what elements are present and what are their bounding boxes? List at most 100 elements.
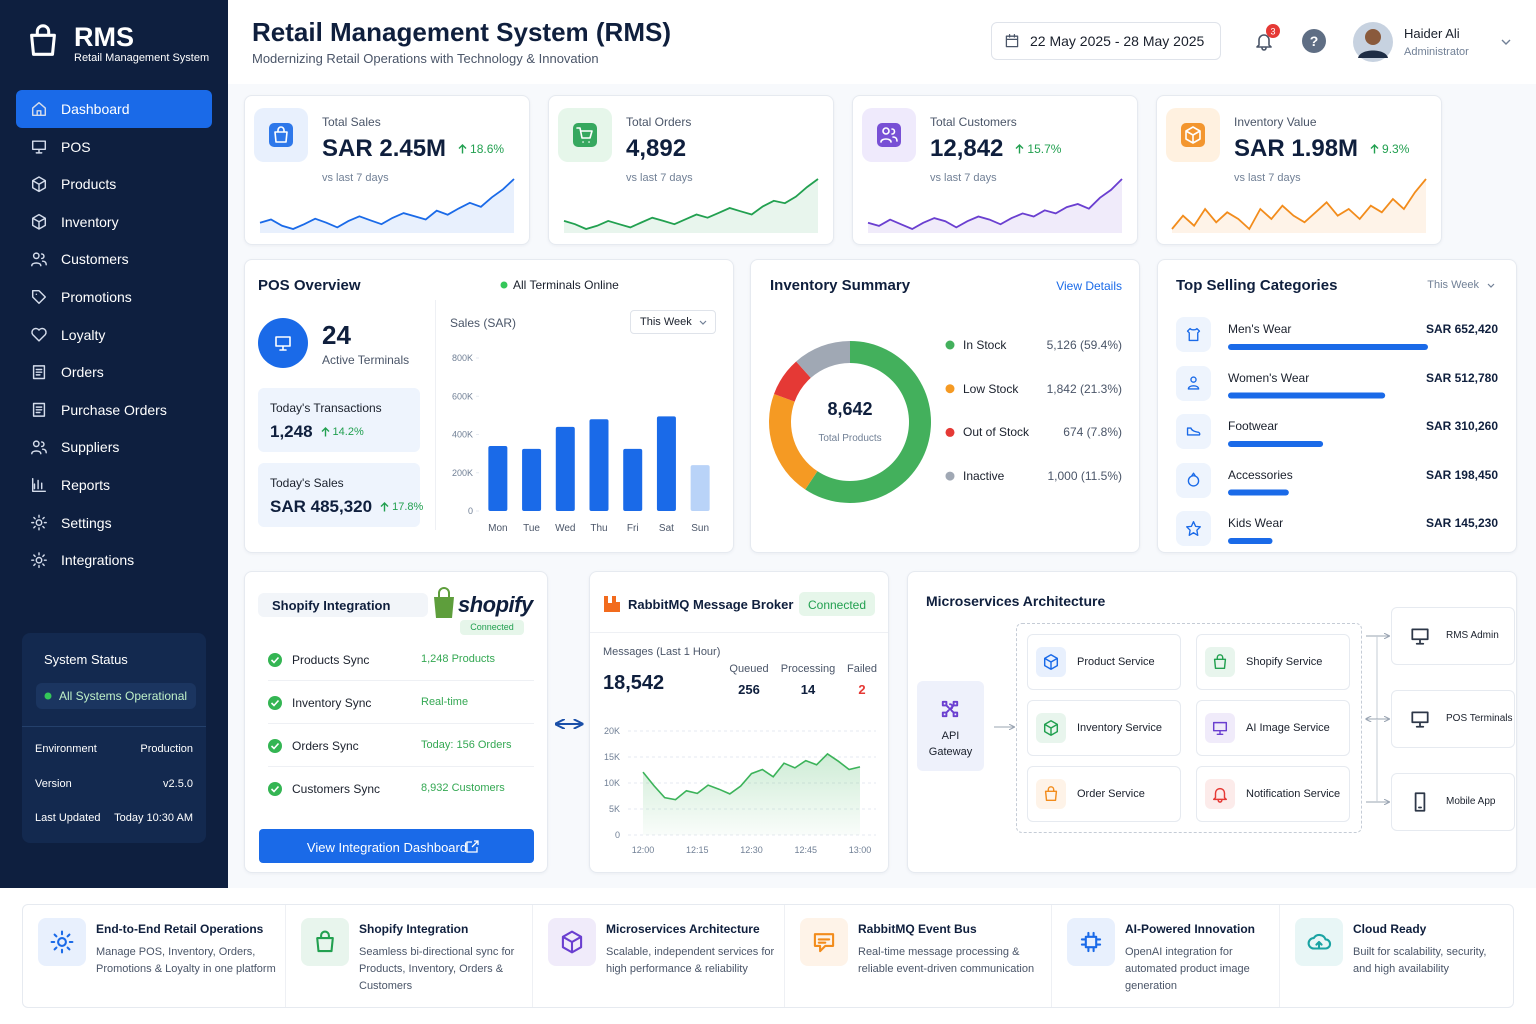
divider xyxy=(784,905,785,1007)
sync-detail: 1,248 Products xyxy=(421,653,495,665)
button-label: View Integration Dashboard xyxy=(306,840,468,855)
nav-item[interactable] xyxy=(16,466,212,504)
card-title: RabbitMQ Message Broker xyxy=(628,597,794,612)
legend-name: Inactive xyxy=(963,469,1005,484)
change: 18.6% xyxy=(458,142,504,156)
nav-item[interactable] xyxy=(16,90,212,128)
nav-label: Purchase Orders xyxy=(61,401,167,418)
divider xyxy=(22,726,206,727)
view-details: View Details xyxy=(1056,279,1122,293)
change-value: 18.6% xyxy=(470,142,505,156)
button[interactable] xyxy=(259,829,534,863)
feature-icon-bg xyxy=(548,918,596,966)
category-name: Women's Wear xyxy=(1228,370,1310,385)
feature-text: Real-time message processing & reliable … xyxy=(858,946,1035,975)
category-amount: SAR 310,260 xyxy=(1425,419,1498,433)
service-group xyxy=(1016,623,1362,833)
date-picker[interactable] xyxy=(991,22,1221,60)
nav-item[interactable] xyxy=(16,504,212,542)
brand-pill xyxy=(460,620,524,635)
service-name: Order Service xyxy=(1077,788,1145,800)
card-title: Microservices Architecture xyxy=(926,593,1106,609)
legend-value: 674 (7.8%) xyxy=(1063,425,1122,440)
sync-detail: Real-time xyxy=(421,696,469,708)
service-name: Shopify Service xyxy=(1246,656,1323,668)
feature-icon-bg xyxy=(1067,918,1115,966)
kpi-label: Total Orders xyxy=(626,115,692,129)
status-card xyxy=(22,633,206,843)
arrow-up xyxy=(321,427,330,437)
sync-name: Customers Sync xyxy=(292,782,381,796)
service-icon-bg xyxy=(1205,647,1235,677)
stat-value: 2 xyxy=(858,682,866,697)
status-key: Last Updated xyxy=(35,812,101,824)
date-range: 22 May 2025 - 28 May 2025 xyxy=(1030,33,1205,49)
legend-name: Low Stock xyxy=(963,381,1019,396)
change: 15.7% xyxy=(1015,142,1061,156)
kpi-value: SAR 1.98M xyxy=(1234,135,1359,162)
card-title: Top Selling Categories xyxy=(1176,277,1338,294)
arrow-up xyxy=(1370,144,1379,154)
nav-label: Suppliers xyxy=(61,439,120,456)
feature-icon-bg xyxy=(38,918,86,966)
nav-label: Loyalty xyxy=(61,326,106,343)
sync-name: Products Sync xyxy=(292,653,370,667)
nav-item[interactable] xyxy=(16,353,212,391)
kpi-icon-bg xyxy=(862,108,916,162)
feature-icon-bg xyxy=(301,918,349,966)
arrow-up-path xyxy=(321,427,330,437)
stat-label: Processing xyxy=(780,663,836,675)
service-icon-bg xyxy=(1036,713,1066,743)
nav-item[interactable] xyxy=(16,128,212,166)
stat-value: 14 xyxy=(800,682,816,697)
kpi-value: SAR 2.45M xyxy=(322,135,447,162)
page-subtitle: Modernizing Retail Operations with Techn… xyxy=(252,51,599,66)
sync-detail: 8,932 Customers xyxy=(421,782,505,794)
client-box xyxy=(1391,773,1515,831)
card-title: Inventory Summary xyxy=(770,277,911,294)
stat-label: Today's Sales xyxy=(270,476,344,490)
divider xyxy=(532,905,533,1007)
kpi-icon-bg xyxy=(558,108,612,162)
sync-detail: Today: 156 Orders xyxy=(421,739,512,751)
nav-item[interactable] xyxy=(16,316,212,354)
feature-title: AI-Powered Innovation xyxy=(1125,922,1256,936)
feature-text: Built for scalability, security, and hig… xyxy=(1353,946,1487,975)
feature-text: Scalable, independent services for high … xyxy=(606,946,775,975)
user-name: Haider Ali xyxy=(1404,26,1460,41)
page-title: Retail Management System (RMS) xyxy=(252,17,671,47)
arrow-up-path xyxy=(1015,144,1024,154)
divider xyxy=(1279,905,1280,1007)
status-value: Production xyxy=(140,743,193,755)
card xyxy=(589,571,889,873)
stat-row: SAR 485,320 17.8% xyxy=(270,497,423,517)
stat-box xyxy=(258,388,420,452)
change: 14.2% xyxy=(321,426,364,438)
kpi-value-row: SAR 1.98M 9.3% xyxy=(1234,135,1409,163)
stat-label: Failed xyxy=(847,663,877,675)
stat-row: 1,248 14.2% xyxy=(270,422,364,442)
service-icon-bg xyxy=(1036,779,1066,809)
service-name: Inventory Service xyxy=(1077,722,1162,734)
change-value: 15.7% xyxy=(1027,142,1062,156)
arrow-up-path xyxy=(380,502,389,512)
nav-label: Promotions xyxy=(61,289,132,305)
service-icon-bg xyxy=(1205,779,1235,809)
kpi-note: vs last 7 days xyxy=(930,172,997,184)
stat-box xyxy=(258,463,420,527)
divider xyxy=(268,766,534,767)
divider xyxy=(590,632,888,633)
divider xyxy=(435,300,436,530)
nav-label: Products xyxy=(61,176,117,193)
change-value: 9.3% xyxy=(1382,142,1410,156)
status-pill xyxy=(799,592,875,616)
kpi-label: Inventory Value xyxy=(1234,115,1317,129)
feature-text: Manage POS, Inventory, Orders, Promotion… xyxy=(96,946,276,975)
change: 17.8% xyxy=(380,501,423,513)
stat-label: Queued xyxy=(729,663,769,675)
divider xyxy=(268,723,534,724)
divider xyxy=(268,680,534,681)
chart-title: Sales (SAR) xyxy=(450,316,517,330)
stat-label: Today's Transactions xyxy=(270,401,382,415)
